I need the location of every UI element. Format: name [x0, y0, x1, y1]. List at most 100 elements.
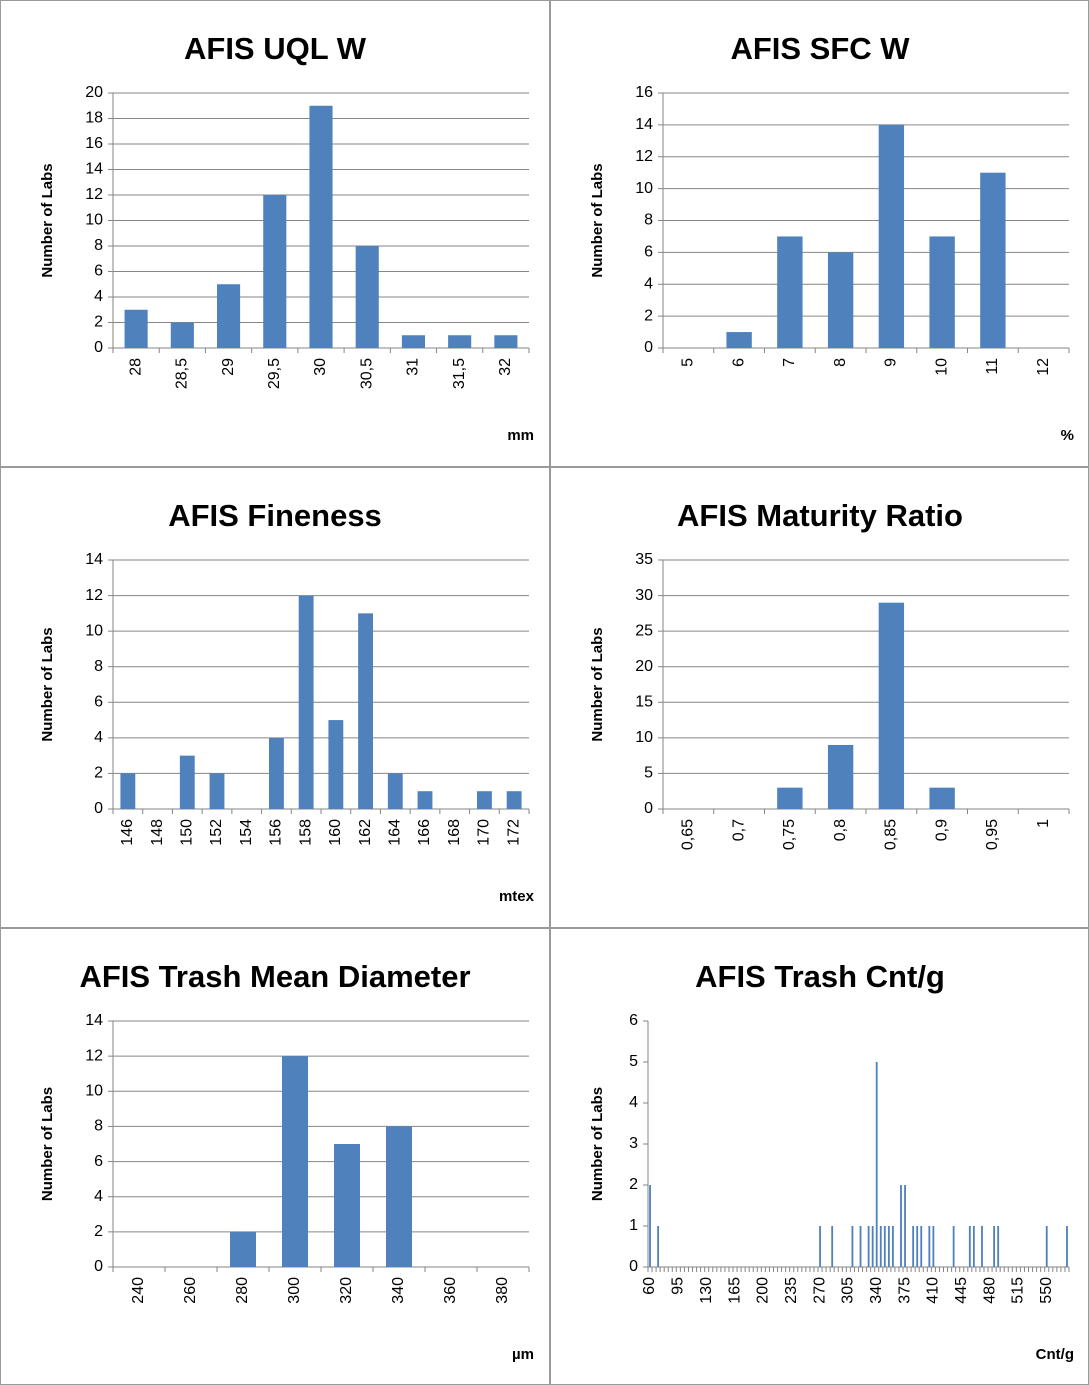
bar [328, 720, 344, 809]
bar [997, 1226, 1000, 1267]
y-tick-label: 0 [644, 800, 653, 817]
x-tick-label: 235 [783, 1277, 800, 1304]
x-tick-label: 410 [925, 1277, 942, 1304]
bar [417, 791, 433, 809]
y-tick-label: 20 [635, 658, 653, 675]
x-axis-title: mm [507, 427, 534, 444]
x-axis-title: mtex [499, 888, 535, 905]
y-tick-label: 4 [94, 1188, 103, 1205]
x-tick-label: 0,9 [933, 819, 950, 841]
y-tick-label: 14 [85, 551, 103, 568]
chart: AFIS UQL W Number of Labs mm 0 2 4 6 8 10 12 14 16 1… [39, 31, 534, 444]
x-tick-label: 550 [1038, 1277, 1055, 1304]
x-tick-label: 300 [286, 1277, 303, 1304]
y-tick-label: 30 [635, 587, 653, 604]
x-tick-label: 11 [984, 358, 1001, 375]
y-tick-label: 2 [94, 314, 103, 331]
bar [334, 1144, 360, 1267]
bar [777, 236, 803, 348]
bar [309, 105, 333, 348]
bar [920, 1226, 923, 1267]
bar [358, 613, 373, 809]
x-tick-label: 12 [1035, 358, 1052, 376]
chart-title: AFIS Trash Cnt/g [695, 959, 945, 994]
y-tick-label: 4 [629, 1094, 638, 1111]
bar [851, 1226, 854, 1267]
x-tick-label: 0,7 [730, 819, 747, 841]
y-axis-title: Number of Labs [39, 163, 56, 277]
y-tick-label: 4 [644, 275, 653, 292]
y-tick-label: 0 [94, 800, 103, 817]
x-tick-label: 0,65 [680, 819, 697, 850]
y-axis-title: Number of Labs [39, 1087, 56, 1201]
y-tick-label: 6 [94, 694, 103, 711]
x-tick-label: 30 [312, 358, 329, 376]
bar [1045, 1226, 1048, 1267]
y-tick-label: 10 [635, 729, 653, 746]
x-tick-label: 165 [726, 1277, 743, 1304]
bar [904, 1185, 906, 1267]
y-tick-label: 12 [85, 587, 103, 604]
bar [230, 1231, 256, 1267]
chart-title: AFIS Trash Mean Diameter [79, 959, 470, 994]
bar [355, 246, 379, 348]
x-tick-label: 9 [883, 358, 900, 367]
bar [777, 787, 803, 809]
bar [972, 1226, 975, 1267]
y-tick-label: 0 [94, 1258, 103, 1275]
x-tick-label: 360 [442, 1277, 459, 1304]
bar [124, 309, 148, 348]
x-tick-label: 30,5 [358, 358, 375, 389]
y-tick-label: 6 [629, 1012, 638, 1029]
bar [879, 1226, 882, 1267]
bar [401, 335, 425, 348]
bar [900, 1185, 902, 1267]
y-tick-label: 14 [635, 116, 653, 133]
x-tick-label: 0,95 [984, 819, 1001, 850]
y-tick-label: 2 [644, 307, 653, 324]
y-tick-label: 8 [94, 658, 103, 675]
bar [883, 1226, 886, 1267]
x-tick-label: 10 [933, 358, 950, 376]
x-axis-title: Cnt/g [1036, 1346, 1074, 1363]
separator [1, 927, 1088, 929]
bar [827, 744, 854, 809]
x-tick-label: 164 [387, 819, 404, 846]
bar [929, 236, 955, 348]
bar [878, 124, 905, 348]
x-tick-label: 260 [182, 1277, 199, 1304]
y-tick-label: 18 [85, 110, 103, 127]
y-tick-label: 6 [94, 263, 103, 280]
y-tick-label: 8 [94, 237, 103, 254]
bar [993, 1226, 996, 1267]
x-tick-label: 130 [698, 1277, 715, 1304]
bar [1066, 1226, 1068, 1267]
y-tick-label: 5 [644, 765, 653, 782]
bar [179, 755, 195, 809]
x-tick-label: 158 [297, 819, 314, 846]
x-tick-label: 32 [497, 358, 514, 376]
x-tick-label: 445 [953, 1277, 970, 1304]
y-tick-label: 14 [85, 1012, 103, 1029]
y-tick-label: 0 [94, 339, 103, 356]
x-tick-label: 152 [208, 819, 225, 846]
bar [932, 1226, 935, 1267]
chart: AFIS SFC W Number of Labs% 0 2 4 6 8 10 12 14 16 5 6… [589, 31, 1074, 444]
x-tick-label: 156 [268, 819, 285, 846]
bar [981, 1226, 983, 1267]
x-tick-label: 154 [238, 819, 255, 846]
bar [831, 1226, 834, 1267]
bar [649, 1185, 651, 1267]
x-tick-label: 305 [840, 1277, 857, 1304]
x-axis-title: µm [512, 1346, 534, 1363]
bar [928, 1226, 931, 1267]
x-tick-label: 270 [811, 1277, 828, 1304]
x-tick-label: 168 [446, 819, 463, 846]
bar [827, 252, 854, 348]
bar [170, 322, 194, 348]
y-tick-label: 8 [94, 1118, 103, 1135]
y-tick-label: 16 [635, 84, 653, 101]
x-tick-label: 8 [832, 358, 849, 367]
bar [980, 172, 1006, 348]
y-tick-label: 10 [635, 180, 653, 197]
